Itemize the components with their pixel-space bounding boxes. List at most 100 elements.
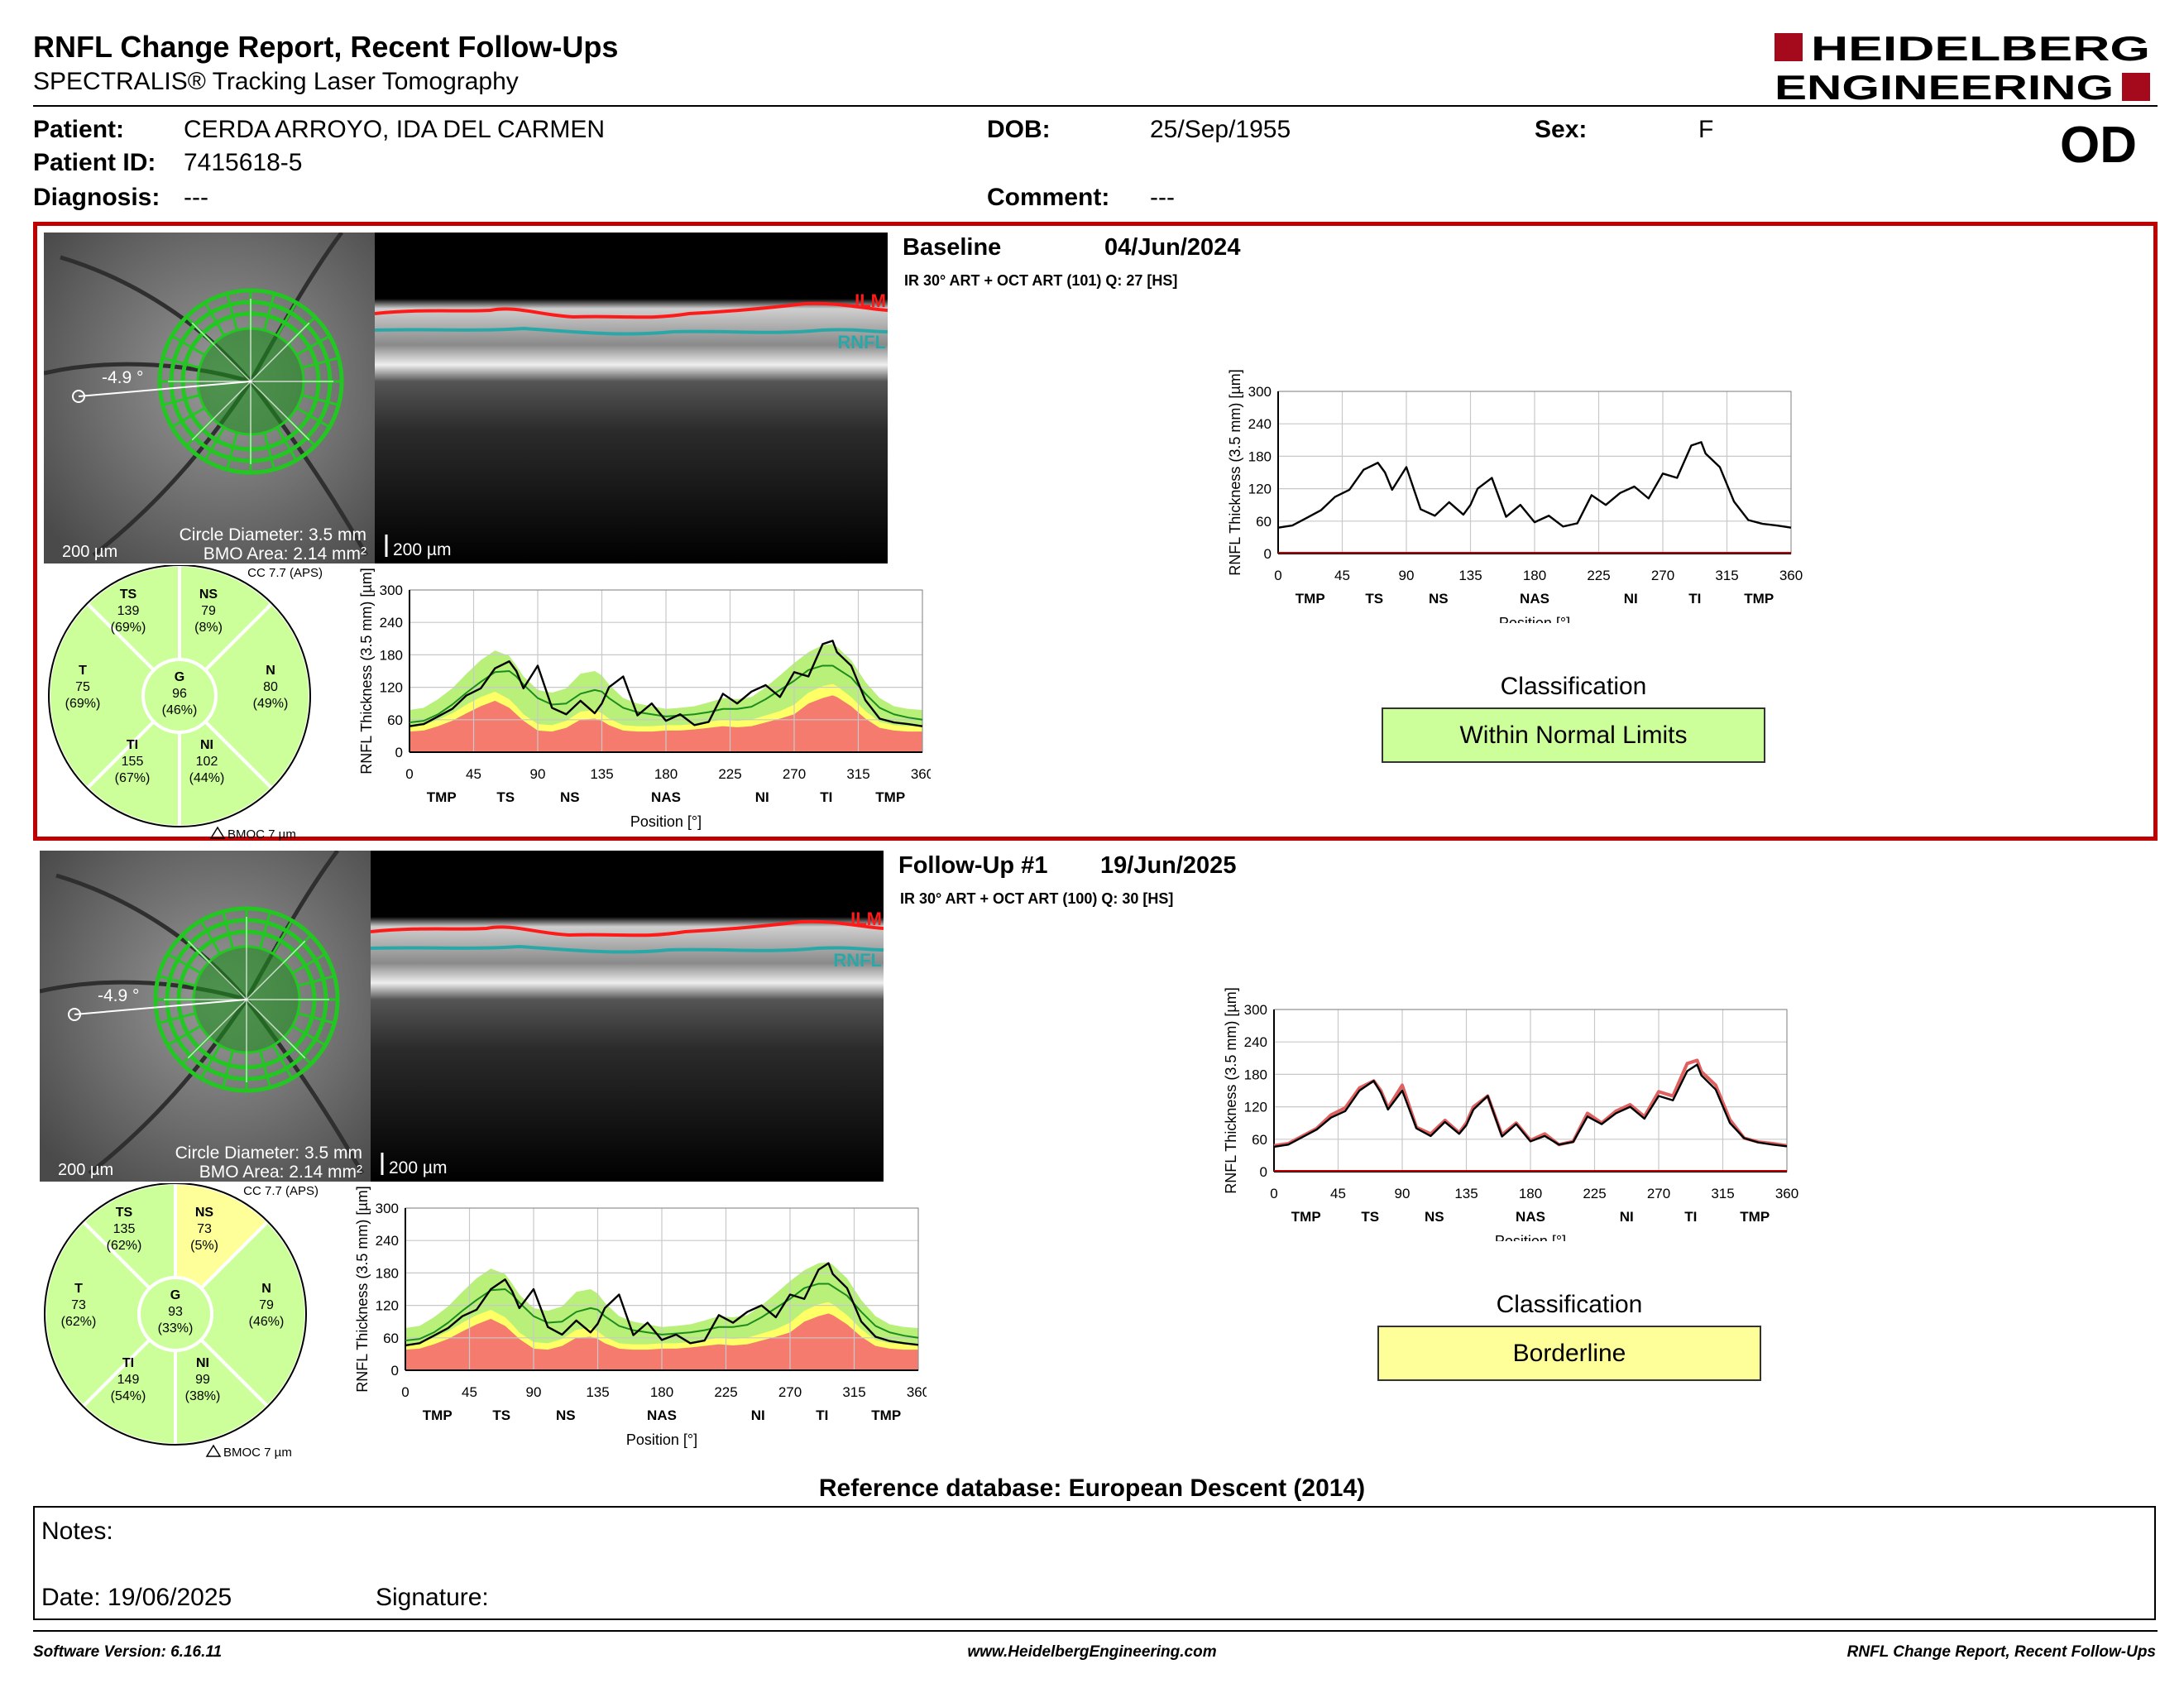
region-label: TI xyxy=(816,1407,828,1423)
y-tick-label: 300 xyxy=(380,583,403,598)
scan-info: IR 30° ART + OCT ART (101) Q: 27 [HS] xyxy=(904,272,1178,289)
sector-value: 139 xyxy=(117,604,140,618)
x-tick-label: 90 xyxy=(530,766,546,782)
x-tick-label: 90 xyxy=(1395,1186,1410,1201)
exam-name: Baseline xyxy=(903,234,1002,261)
sector-value: 93 xyxy=(168,1305,183,1319)
sector-name: G xyxy=(175,670,184,684)
baseline-section: -4.9 ° 200 µm Circle Diameter: 3.5 mm BMO A… xyxy=(33,222,2158,842)
sector-g xyxy=(137,1276,213,1352)
x-tick-label: 135 xyxy=(590,766,613,782)
sector-diagram: TS 135 (62%) NS 73 (5%) T 73 (62%) N 79 (46%) TI 149 (… xyxy=(43,1183,318,1460)
classification-title: Classification xyxy=(1496,1291,1643,1318)
y-tick-label: 180 xyxy=(1244,1067,1267,1082)
y-tick-label: 180 xyxy=(1248,448,1272,464)
x-tick-label: 180 xyxy=(1523,568,1546,583)
sector-g xyxy=(141,658,218,734)
region-label: NI xyxy=(1620,1209,1634,1225)
sector-name: N xyxy=(261,1282,271,1296)
y-tick-label: 300 xyxy=(1244,1002,1267,1018)
x-tick-label: 180 xyxy=(1519,1186,1542,1201)
region-label: TMP xyxy=(1744,591,1774,607)
sector-percent: (33%) xyxy=(158,1321,194,1336)
region-label: TI xyxy=(1688,591,1701,607)
y-tick-label: 240 xyxy=(376,1233,399,1249)
report-title: RNFL Change Report, Recent Follow-Ups xyxy=(33,30,619,64)
patient-name: CERDA ARROYO, IDA DEL CARMEN xyxy=(184,116,606,143)
scan-info: IR 30° ART + OCT ART (100) Q: 30 [HS] xyxy=(900,890,1174,907)
y-tick-label: 60 xyxy=(1252,1132,1267,1148)
x-tick-label: 135 xyxy=(586,1384,609,1400)
x-tick-label: 0 xyxy=(1270,1186,1277,1201)
x-tick-label: 90 xyxy=(1399,568,1415,583)
y-tick-label: 240 xyxy=(1244,1034,1267,1050)
x-tick-label: 315 xyxy=(846,766,869,782)
measured-series-line xyxy=(1273,1063,1788,1149)
x-tick-label: 45 xyxy=(1334,568,1350,583)
region-label: TMP xyxy=(1291,1209,1321,1225)
reference-database: Reference database: European Descent (20… xyxy=(818,1475,1366,1502)
x-tick-label: 360 xyxy=(1779,568,1803,583)
exam-name: Follow-Up #1 xyxy=(898,852,1048,879)
sector-percent: (62%) xyxy=(107,1239,142,1253)
sex-value: F xyxy=(1698,116,1714,143)
x-tick-label: 225 xyxy=(1583,1186,1606,1201)
classification-result: Borderline xyxy=(1377,1326,1761,1381)
patient-id: 7415618-5 xyxy=(184,149,303,176)
sector-percent: (49%) xyxy=(253,697,289,711)
footer-divider xyxy=(33,1630,2158,1632)
sector-value: 73 xyxy=(197,1222,212,1236)
sector-name: NS xyxy=(199,587,218,602)
bscan-scale: 200 µm xyxy=(393,540,451,559)
y-tick-label: 240 xyxy=(1248,416,1272,432)
region-label: NAS xyxy=(651,789,681,805)
bmoc-label: BMOC 7 µm xyxy=(223,1446,292,1460)
region-label: TI xyxy=(820,789,832,805)
region-label: NS xyxy=(1425,1209,1444,1225)
sector-percent: (69%) xyxy=(65,697,101,711)
sector-value: 79 xyxy=(201,604,216,618)
x-axis-label: Position [°] xyxy=(1499,615,1570,623)
x-axis-label: Position [°] xyxy=(1495,1233,1566,1241)
x-tick-label: 45 xyxy=(462,1384,477,1400)
sector-value: 102 xyxy=(196,755,218,769)
y-axis-label: RNFL Thickness (3.5 mm) [µm] xyxy=(354,1186,371,1392)
sector-name: N xyxy=(266,664,275,678)
followup-section: -4.9 ° 200 µm Circle Diameter: 3.5 mm BMO A… xyxy=(33,844,2158,1463)
cc-label: CC 7.7 (APS) xyxy=(243,1184,318,1198)
measured-series-line xyxy=(405,1262,919,1347)
x-axis-label: Position [°] xyxy=(630,813,702,830)
heidelberg-logo: HEIDELBERG ENGINEERING xyxy=(1774,30,2150,103)
sector-percent: (54%) xyxy=(111,1389,146,1403)
fundus-angle: -4.9 ° xyxy=(102,368,143,387)
sector-value: 79 xyxy=(259,1298,274,1312)
bmo-area: BMO Area: 2.14 mm² xyxy=(199,1163,362,1182)
y-tick-label: 0 xyxy=(1264,546,1272,562)
region-label: TMP xyxy=(423,1407,453,1423)
sector-percent: (5%) xyxy=(190,1239,218,1253)
y-tick-label: 0 xyxy=(395,745,403,760)
notes-date: Date: 19/06/2025 xyxy=(41,1584,232,1611)
sex-label: Sex: xyxy=(1535,116,1588,143)
x-tick-label: 270 xyxy=(783,766,806,782)
x-tick-label: 180 xyxy=(650,1384,673,1400)
y-tick-label: 300 xyxy=(1248,384,1272,400)
x-tick-label: 180 xyxy=(654,766,678,782)
sector-name: NI xyxy=(200,738,213,752)
oct-bscan: ILM RNFL 200 µm xyxy=(375,233,888,563)
exam-date: 04/Jun/2024 xyxy=(1104,234,1241,261)
region-label: NAS xyxy=(1520,591,1549,607)
rnfl-thickness-chart: 0 60 120 180 240 300 0 45 90 135 180 225 270 315 360 TM… xyxy=(358,568,931,830)
x-tick-label: 270 xyxy=(1647,1186,1670,1201)
logo-line2: ENGINEERING xyxy=(1774,68,2114,103)
y-tick-label: 60 xyxy=(1256,514,1272,530)
classification-title: Classification xyxy=(1500,673,1647,700)
region-label: TS xyxy=(492,1407,510,1423)
signature-label: Signature: xyxy=(376,1584,489,1611)
y-tick-label: 120 xyxy=(1248,482,1272,497)
sector-value: 135 xyxy=(113,1222,136,1236)
sector-percent: (44%) xyxy=(189,771,225,785)
region-label: TMP xyxy=(427,789,457,805)
region-label: TMP xyxy=(875,789,905,805)
